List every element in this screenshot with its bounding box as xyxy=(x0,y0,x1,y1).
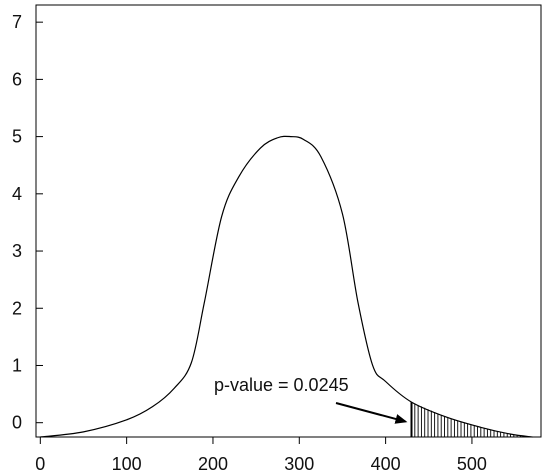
x-tick-label: 100 xyxy=(112,454,142,474)
x-tick-label: 500 xyxy=(457,454,487,474)
y-tick-label: 2 xyxy=(12,298,22,318)
y-tick-label: 6 xyxy=(12,69,22,89)
y-tick-label: 4 xyxy=(12,184,22,204)
x-tick-label: 0 xyxy=(35,454,45,474)
y-tick-label: 0 xyxy=(12,413,22,433)
annotation-arrow xyxy=(335,402,408,424)
y-tick-label: 7 xyxy=(12,12,22,32)
p-value-annotation: p-value = 0.0245 xyxy=(214,375,349,395)
plot-frame xyxy=(35,4,542,438)
x-tick-label: 300 xyxy=(284,454,314,474)
x-tick-label: 400 xyxy=(371,454,401,474)
y-tick-label: 3 xyxy=(12,241,22,261)
y-tick-label: 5 xyxy=(12,127,22,147)
density-curve xyxy=(40,135,533,438)
y-tick-label: 1 xyxy=(12,355,22,375)
x-tick-label: 200 xyxy=(198,454,228,474)
